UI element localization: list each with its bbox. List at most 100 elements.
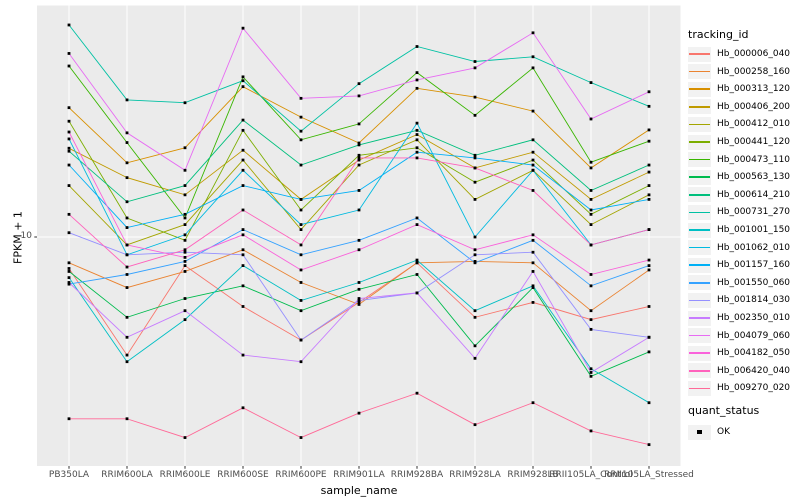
data-point: [531, 284, 535, 288]
data-point: [67, 119, 71, 123]
data-point: [241, 253, 245, 257]
legend-label: Hb_000406_200: [717, 101, 791, 112]
x-tick-label: RRIM928LB: [507, 470, 559, 480]
data-point: [299, 243, 303, 247]
legend-key-line-icon: [689, 88, 710, 90]
x-tick-label: RRII105LA_Control: [549, 470, 633, 480]
data-point: [299, 208, 303, 212]
data-point: [125, 216, 129, 220]
data-point: [357, 141, 361, 145]
legend-key: [688, 116, 711, 132]
data-point: [241, 118, 245, 122]
legend-key: [688, 152, 711, 168]
legend-key-line-icon: [689, 334, 710, 337]
data-point: [183, 260, 187, 263]
legend-entry: Hb_004182_050: [688, 345, 790, 361]
legend-key: [688, 424, 711, 440]
data-point: [589, 117, 593, 121]
data-point: [473, 235, 477, 239]
data-point: [183, 216, 187, 220]
legend-label: Hb_001814_030: [717, 295, 791, 306]
data-point: [473, 180, 477, 184]
data-point: [67, 146, 71, 150]
legend-title-tracking-id: tracking_id: [688, 28, 749, 41]
legend-key-line-icon: [689, 264, 710, 266]
data-point: [357, 411, 361, 415]
legend-key: [688, 380, 711, 396]
legend-label: Hb_001550_060: [717, 277, 791, 288]
data-point: [67, 23, 71, 27]
data-point: [415, 146, 419, 150]
data-point: [125, 335, 129, 339]
data-point: [299, 138, 303, 142]
data-point: [415, 86, 419, 90]
data-point: [299, 253, 303, 257]
data-point: [415, 258, 419, 262]
data-point: [473, 344, 477, 348]
data-point: [125, 243, 129, 247]
data-point: [473, 356, 477, 360]
legend-label: Hb_000313_120: [717, 84, 791, 95]
data-point: [299, 299, 303, 302]
data-point: [241, 148, 245, 152]
legend-key: [688, 204, 711, 220]
legend-label: Hb_001062_010: [717, 242, 791, 253]
data-point: [531, 286, 535, 289]
data-point: [241, 128, 245, 132]
data-point: [299, 197, 303, 201]
data-point: [67, 270, 71, 273]
data-point: [125, 253, 129, 257]
data-point: [241, 353, 245, 357]
quant-status-entry: OK: [688, 424, 730, 440]
data-point: [67, 231, 71, 235]
data-point: [473, 309, 477, 313]
data-point: [473, 166, 477, 170]
data-point: [589, 212, 593, 216]
legend-label: Hb_000258_160: [717, 66, 791, 77]
legend-entry: Hb_001001_150: [688, 222, 790, 238]
data-point: [183, 318, 187, 322]
legend-key-line-icon: [689, 211, 710, 214]
legend-key-line-icon: [689, 246, 710, 249]
x-tick-label: RRIM600LE: [159, 470, 211, 480]
data-point: [357, 156, 361, 160]
legend-entry: Hb_001814_030: [688, 292, 790, 308]
data-point: [357, 297, 361, 300]
data-point: [531, 150, 535, 154]
data-point: [357, 163, 361, 167]
legend-key-line-icon: [689, 317, 710, 319]
legend-entry: Hb_000473_110: [688, 152, 790, 168]
legend-label: Hb_000563_130: [717, 172, 791, 183]
data-point: [125, 161, 129, 165]
legend-key-line-icon: [689, 106, 710, 108]
legend-key: [688, 275, 711, 291]
data-point: [589, 371, 593, 374]
legend-label: OK: [717, 427, 730, 437]
legend-entry: Hb_000563_130: [688, 169, 790, 185]
legend-entry: Hb_001550_060: [688, 275, 790, 291]
data-point: [647, 197, 651, 201]
legend-entry: Hb_000441_120: [688, 134, 790, 150]
data-point: [531, 261, 535, 265]
data-point: [125, 353, 129, 357]
data-point: [531, 238, 535, 242]
data-point: [415, 156, 419, 160]
legend-key: [688, 257, 711, 273]
data-point: [241, 75, 245, 79]
data-point: [183, 223, 187, 226]
data-point: [183, 309, 187, 313]
data-point: [357, 158, 361, 162]
x-tick-label: RRIM600PE: [275, 470, 327, 480]
legend-key-line-icon: [689, 194, 710, 196]
legend-key: [688, 345, 711, 361]
data-point: [415, 223, 419, 226]
data-point: [357, 238, 361, 242]
legend-key: [688, 81, 711, 97]
data-point: [647, 443, 651, 447]
data-point: [647, 163, 651, 167]
legend-label: Hb_001001_150: [717, 225, 791, 235]
data-point: [357, 208, 361, 212]
legend-key-line-icon: [689, 229, 710, 231]
